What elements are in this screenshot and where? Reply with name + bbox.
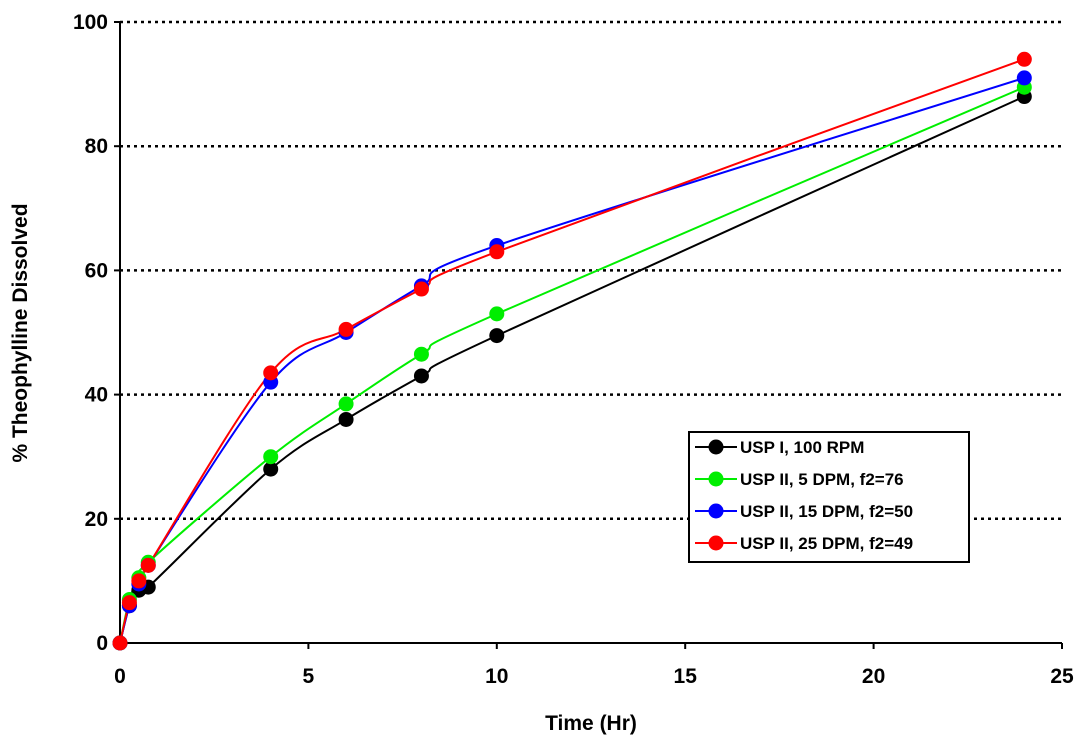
legend-marker-1 xyxy=(708,439,724,455)
legend-marker-3 xyxy=(708,503,724,519)
x-tick-label: 0 xyxy=(114,665,126,688)
y-tick-label: 60 xyxy=(85,259,108,282)
data-point-series-2 xyxy=(338,396,354,412)
y-tick-label: 20 xyxy=(85,508,108,531)
data-point-series-2 xyxy=(489,306,505,322)
x-tick-label: 25 xyxy=(1050,665,1074,688)
data-point-series-4 xyxy=(131,573,147,589)
legend-marker-4 xyxy=(708,535,724,551)
data-points xyxy=(112,51,1032,651)
data-point-series-4 xyxy=(1016,51,1032,67)
legend-label-2: USP II, 5 DPM, f2=76 xyxy=(740,470,904,489)
data-point-series-1 xyxy=(413,368,429,384)
data-point-series-1 xyxy=(263,461,279,477)
data-point-series-4 xyxy=(140,557,156,573)
y-tick-label: 100 xyxy=(73,11,108,34)
tick-labels: 0 20 40 60 80 100 0 5 10 15 20 25 xyxy=(73,11,1074,688)
legend-items: USP I, 100 RPM USP II, 5 DPM, f2=76 USP II… xyxy=(695,438,913,553)
data-point-series-4 xyxy=(121,595,137,611)
y-tick-label: 0 xyxy=(96,632,108,655)
legend-box xyxy=(688,431,970,563)
y-tick-label: 80 xyxy=(85,135,108,158)
x-tick-label: 20 xyxy=(862,665,885,688)
legend-label-1: USP I, 100 RPM xyxy=(740,438,864,457)
data-point-series-2 xyxy=(413,346,429,362)
legend-label-3: USP II, 15 DPM, f2=50 xyxy=(740,502,913,521)
y-tick-label: 40 xyxy=(85,384,108,407)
x-tick-label: 15 xyxy=(674,665,698,688)
data-point-series-4 xyxy=(112,635,128,651)
data-point-series-1 xyxy=(489,328,505,344)
x-tick-label: 10 xyxy=(485,665,508,688)
y-axis-title: % Theophylline Dissolved xyxy=(9,203,32,462)
data-point-series-4 xyxy=(338,321,354,337)
x-axis-title: Time (Hr) xyxy=(545,712,637,735)
x-tick-label: 5 xyxy=(303,665,315,688)
legend-label-4: USP II, 25 DPM, f2=49 xyxy=(740,534,913,553)
data-point-series-3 xyxy=(1016,70,1032,86)
data-point-series-4 xyxy=(489,244,505,260)
data-point-series-4 xyxy=(413,281,429,297)
legend-marker-2 xyxy=(708,471,724,487)
data-point-series-2 xyxy=(263,449,279,465)
data-point-series-1 xyxy=(338,411,354,427)
data-point-series-4 xyxy=(263,365,279,381)
legend: USP I, 100 RPM USP II, 5 DPM, f2=76 USP II… xyxy=(688,431,970,563)
